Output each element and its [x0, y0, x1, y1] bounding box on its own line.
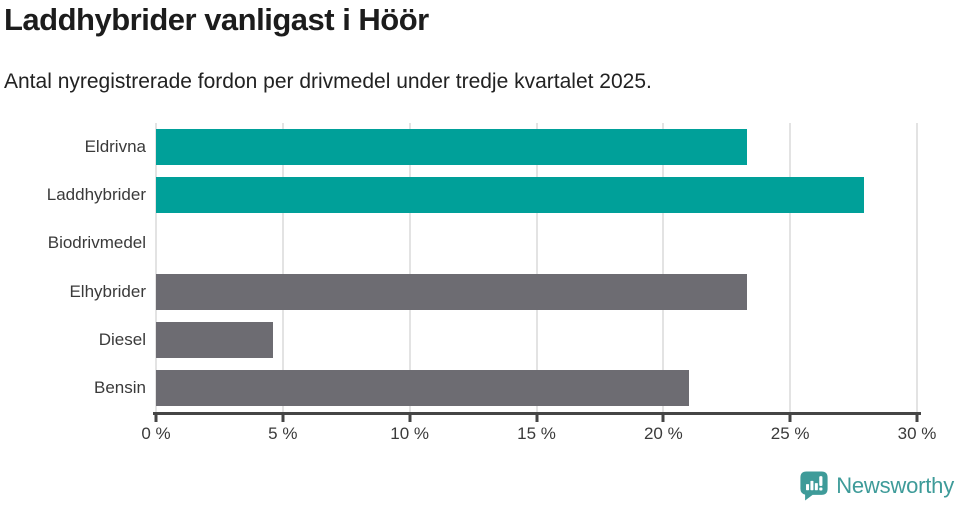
category-label: Biodrivmedel	[47, 233, 146, 253]
category-label: Eldrivna	[84, 137, 146, 157]
bar-row	[156, 268, 917, 316]
y-axis-category-labels: Eldrivna Laddhybrider Biodrivmedel Elhybrid…	[0, 123, 146, 412]
gridline	[155, 123, 157, 412]
x-tick-label: 30 %	[897, 424, 937, 443]
category-label: Elhybrider	[69, 281, 146, 301]
gridline	[408, 123, 411, 412]
category-label: Bensin	[94, 377, 146, 397]
x-tick-label: 25 %	[770, 424, 810, 443]
x-axis-tick	[535, 412, 538, 422]
gridline	[916, 123, 918, 412]
bar-row	[156, 171, 917, 219]
x-axis-tick	[281, 412, 285, 422]
bar-bensin	[156, 369, 689, 406]
chart-title: Laddhybrider vanligast i Höör	[4, 2, 429, 37]
bar-diesel	[156, 321, 273, 358]
brand-name: Newsworthy	[836, 472, 954, 498]
bar-row	[156, 123, 917, 171]
chart-subtitle: Antal nyregistrerade fordon per drivmede…	[4, 70, 652, 93]
x-axis-tick	[915, 412, 919, 422]
x-axis-tick	[661, 412, 665, 422]
bar-row	[156, 364, 917, 412]
gridline	[281, 123, 284, 412]
plot-area	[155, 123, 918, 412]
gridline	[789, 123, 792, 412]
x-axis-tick	[154, 412, 158, 422]
category-label: Diesel	[98, 329, 146, 349]
bar-eldrivna	[156, 129, 748, 166]
gridline	[662, 123, 665, 412]
gridline	[535, 123, 538, 412]
x-tick-label: 5 %	[268, 424, 298, 443]
x-tick-label: 20 %	[643, 424, 683, 443]
bar-row	[156, 316, 917, 364]
category-label: Laddhybrider	[46, 185, 146, 205]
bar-elhybrider	[156, 273, 748, 310]
x-axis-tick	[408, 412, 412, 422]
bar-laddhybrider	[156, 177, 864, 214]
x-axis-tick	[788, 412, 792, 422]
bar-row	[156, 219, 917, 267]
bar-rows	[156, 123, 917, 412]
brand-footer: Newsworthy	[799, 470, 954, 501]
newsworthy-logo-icon	[799, 470, 829, 501]
x-tick-label: 0 %	[141, 424, 171, 443]
x-tick-label: 15 %	[517, 424, 556, 443]
x-tick-label: 10 %	[390, 424, 430, 443]
